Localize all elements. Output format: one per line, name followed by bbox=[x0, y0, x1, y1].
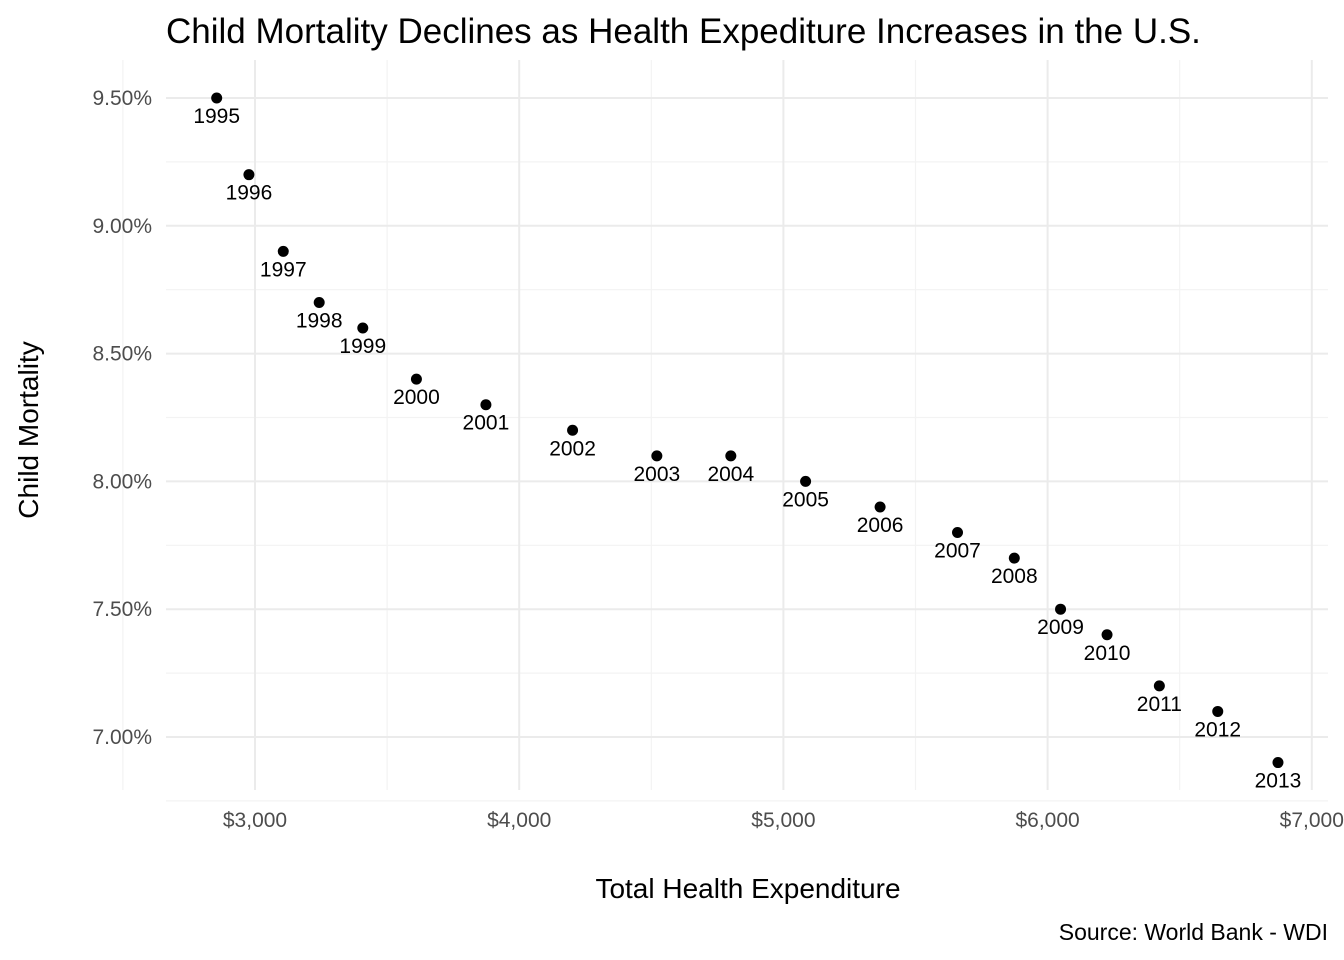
data-label: 1997 bbox=[260, 258, 307, 281]
data-point bbox=[1153, 680, 1165, 692]
data-point bbox=[1272, 757, 1284, 769]
data-label: 2010 bbox=[1084, 642, 1131, 665]
data-label: 2003 bbox=[633, 463, 680, 486]
x-tick-label: $4,000 bbox=[487, 809, 551, 832]
data-labels: 1995 1996 1997 1998 1999 2000 2001 2002 2003 2004… bbox=[193, 105, 1301, 793]
y-tick-labels: 7.00% 7.50% 8.00% 8.50% 9.00% 9.50% bbox=[92, 87, 152, 749]
data-label: 1998 bbox=[296, 309, 343, 332]
y-axis-title: Child Mortality bbox=[13, 341, 44, 518]
data-point bbox=[243, 169, 255, 181]
data-label: 2002 bbox=[549, 437, 596, 460]
data-point bbox=[725, 450, 737, 462]
chart-caption: Source: World Bank - WDI bbox=[1059, 919, 1328, 945]
y-tick-label: 9.00% bbox=[92, 215, 152, 238]
data-label: 2012 bbox=[1194, 718, 1241, 741]
data-point bbox=[800, 475, 812, 487]
x-tick-labels: $3,000 $4,000 $5,000 $6,000 $7,000 bbox=[223, 809, 1344, 832]
data-point bbox=[480, 399, 492, 411]
data-label: 2004 bbox=[707, 463, 754, 486]
data-point bbox=[651, 450, 663, 462]
x-tick-label: $3,000 bbox=[223, 809, 287, 832]
data-points bbox=[211, 92, 1284, 769]
y-tick-label: 9.50% bbox=[92, 87, 152, 110]
chart-title: Child Mortality Declines as Health Exped… bbox=[166, 12, 1201, 51]
x-tick-label: $6,000 bbox=[1015, 809, 1079, 832]
data-point bbox=[874, 501, 886, 513]
data-point bbox=[1008, 552, 1020, 564]
data-point bbox=[1055, 603, 1067, 615]
data-point bbox=[567, 424, 579, 436]
data-point bbox=[313, 296, 325, 308]
data-point bbox=[1101, 629, 1113, 641]
data-label: 2007 bbox=[934, 540, 981, 563]
data-label: 2008 bbox=[991, 565, 1038, 588]
data-label: 1999 bbox=[339, 335, 386, 358]
data-point bbox=[1212, 705, 1224, 717]
x-axis-title: Total Health Expenditure bbox=[595, 873, 900, 904]
y-tick-label: 7.00% bbox=[92, 726, 152, 749]
data-point bbox=[211, 92, 223, 104]
data-point bbox=[952, 527, 964, 539]
data-label: 2009 bbox=[1037, 616, 1084, 639]
x-tick-label: $7,000 bbox=[1280, 809, 1344, 832]
data-label: 1995 bbox=[193, 105, 240, 128]
data-label: 2011 bbox=[1137, 693, 1182, 716]
grid-lines bbox=[122, 60, 1328, 802]
data-label: 1996 bbox=[226, 182, 273, 205]
data-point bbox=[277, 245, 289, 257]
y-tick-label: 7.50% bbox=[92, 598, 152, 621]
data-label: 2000 bbox=[393, 386, 440, 409]
data-label: 2005 bbox=[782, 488, 829, 511]
data-point bbox=[410, 373, 422, 385]
x-tick-label: $5,000 bbox=[751, 809, 815, 832]
data-label: 2013 bbox=[1255, 770, 1302, 793]
y-tick-label: 8.50% bbox=[92, 343, 152, 366]
data-point bbox=[357, 322, 369, 334]
data-label: 2001 bbox=[463, 412, 510, 435]
data-label: 2006 bbox=[857, 514, 904, 537]
y-tick-label: 8.00% bbox=[92, 470, 152, 493]
